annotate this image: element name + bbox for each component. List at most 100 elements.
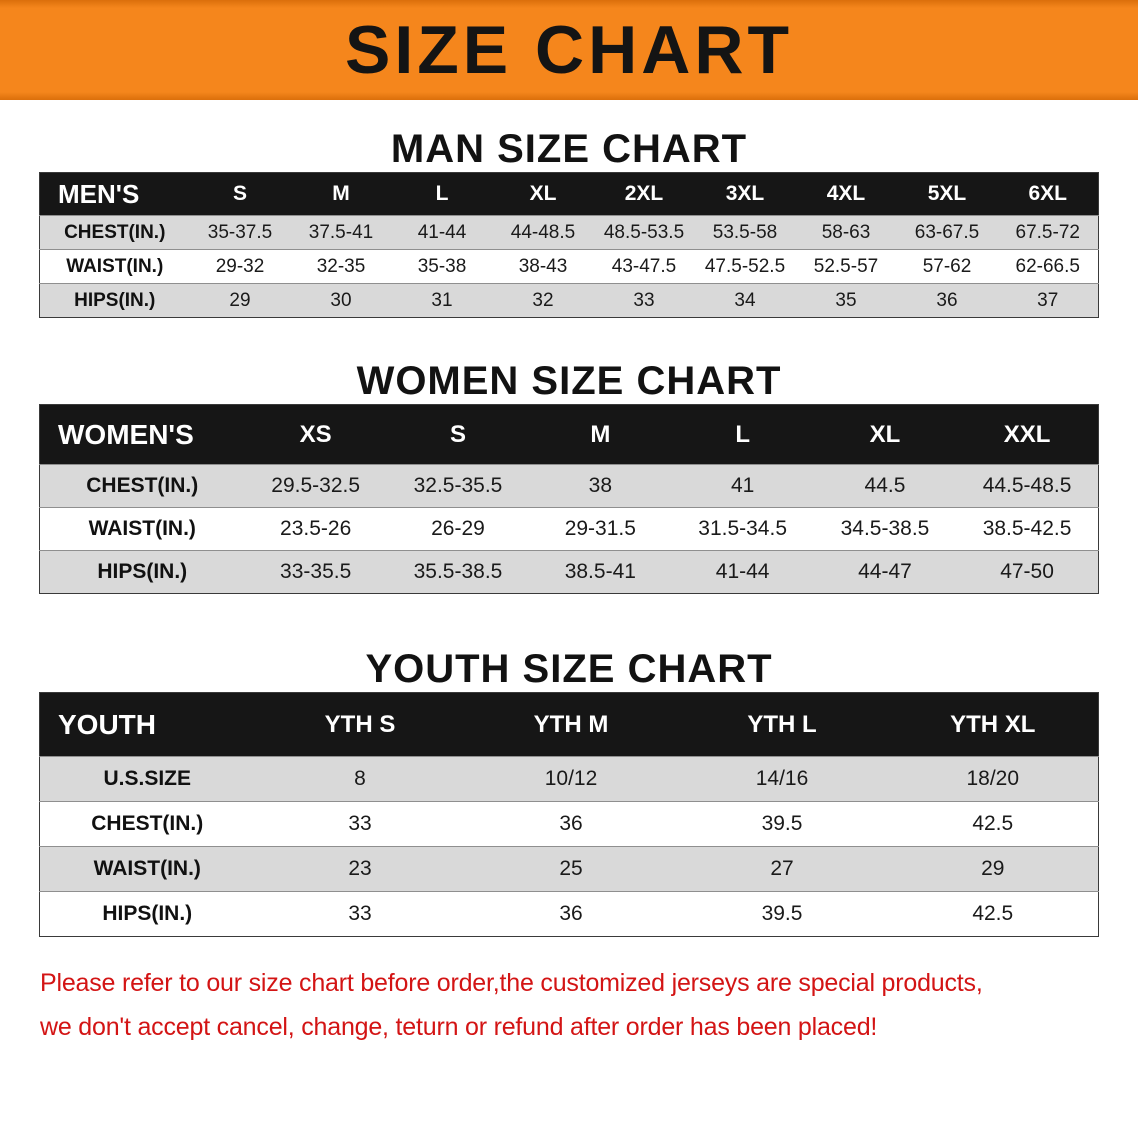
size-header-cell: L	[671, 404, 814, 465]
size-value-cell: 29	[981, 857, 1005, 880]
disclaimer-line-2: we don't accept cancel, change, teturn o…	[40, 1013, 878, 1041]
table-header-row: YOUTH YTH S YTH M YTH L YTH XL	[39, 692, 1099, 757]
size-header-cell: L	[391, 172, 493, 216]
row-label: WAIST(IN.)	[93, 857, 201, 880]
size-value-cell: 31.5-34.5	[698, 517, 788, 540]
size-header-cell: XS	[244, 404, 387, 465]
size-header-cell: YTH L	[676, 692, 888, 757]
size-value-cell: 44-47	[858, 560, 912, 583]
size-value-cell: 39.5	[761, 812, 803, 835]
size-value-cell: 8	[354, 767, 366, 790]
size-value-cell: 52.5-57	[813, 255, 879, 277]
size-value-cell: 62-66.5	[1015, 255, 1080, 277]
table-row: WAIST(IN.) 23 25 27 29	[39, 846, 1099, 892]
size-value-cell: 44-48.5	[510, 221, 576, 243]
size-value-cell: 41-44	[715, 560, 770, 583]
size-value-cell: 36	[936, 289, 958, 311]
size-value-cell: 38.5-41	[564, 560, 636, 583]
size-header-cell: M	[529, 404, 672, 465]
row-label: WAIST(IN.)	[66, 255, 164, 277]
men-section: MAN SIZE CHART MEN'S S M L XL 2XL 3XL 4XL 5XL 6XL…	[0, 126, 1138, 318]
size-value-cell: 14/16	[755, 767, 809, 790]
size-value-cell: 38-43	[518, 255, 568, 277]
table-row: U.S.SIZE 8 10/12 14/16 18/20	[39, 756, 1099, 802]
size-value-cell: 34.5-38.5	[840, 517, 930, 540]
size-header-cell: YTH XL	[887, 692, 1099, 757]
size-value-cell: 27	[770, 857, 794, 880]
size-value-cell: 41-44	[417, 221, 467, 243]
row-label: HIPS(IN.)	[102, 902, 193, 925]
table-header-row: WOMEN'S XS S M L XL XXL	[39, 404, 1099, 465]
size-value-cell: 35-37.5	[207, 221, 273, 243]
size-value-cell: 32-35	[316, 255, 366, 277]
size-value-cell: 10/12	[544, 767, 598, 790]
size-value-cell: 29-31.5	[564, 517, 636, 540]
table-row: WAIST(IN.) 29-32 32-35 35-38 38-43 43-47.5 47.…	[39, 249, 1099, 284]
women-section: WOMEN SIZE CHART WOMEN'S XS S M L XL XXL CHEST(…	[0, 358, 1138, 594]
table-row: HIPS(IN.) 33 36 39.5 42.5	[39, 891, 1099, 937]
size-value-cell: 36	[559, 902, 583, 925]
size-header-cell: XXL	[956, 404, 1099, 465]
size-value-cell: 44.5-48.5	[982, 474, 1072, 497]
size-header-cell: 6XL	[997, 172, 1099, 216]
women-section-heading: WOMEN SIZE CHART	[356, 359, 782, 403]
size-value-cell: 33	[348, 812, 372, 835]
table-title-cell: WOMEN'S	[39, 404, 245, 465]
size-value-cell: 47-50	[1000, 560, 1054, 583]
size-value-cell: 47.5-52.5	[704, 255, 786, 277]
men-size-table: MEN'S S M L XL 2XL 3XL 4XL 5XL 6XL CHEST(IN.) 35-37…	[39, 172, 1099, 318]
size-value-cell: 39.5	[761, 902, 803, 925]
size-value-cell: 42.5	[972, 902, 1014, 925]
youth-section-heading: YOUTH SIZE CHART	[365, 647, 773, 691]
size-header-cell: 2XL	[593, 172, 695, 216]
size-value-cell: 32.5-35.5	[413, 474, 503, 497]
size-value-cell: 48.5-53.5	[603, 221, 685, 243]
size-value-cell: 29	[229, 289, 251, 311]
size-value-cell: 34	[734, 289, 756, 311]
size-value-cell: 31	[431, 289, 453, 311]
size-value-cell: 23.5-26	[280, 517, 352, 540]
size-header-cell: XL	[813, 404, 957, 465]
size-header-cell: S	[189, 172, 291, 216]
size-value-cell: 43-47.5	[611, 255, 677, 277]
row-label: U.S.SIZE	[103, 767, 192, 790]
page-title: SIZE CHART	[345, 12, 793, 88]
size-value-cell: 58-63	[821, 221, 871, 243]
row-label: CHEST(IN.)	[64, 221, 166, 243]
table-header-row: MEN'S S M L XL 2XL 3XL 4XL 5XL 6XL	[39, 172, 1099, 216]
size-value-cell: 57-62	[922, 255, 972, 277]
row-label: WAIST(IN.)	[88, 517, 196, 540]
table-row: CHEST(IN.) 29.5-32.5 32.5-35.5 38 41 44.5 44.5…	[39, 464, 1099, 508]
size-header-cell: 3XL	[694, 172, 796, 216]
size-value-cell: 53.5-58	[712, 221, 778, 243]
size-value-cell: 42.5	[972, 812, 1014, 835]
size-value-cell: 23	[348, 857, 372, 880]
table-row: WAIST(IN.) 23.5-26 26-29 29-31.5 31.5-34.5 34…	[39, 507, 1099, 551]
size-value-cell: 37.5-41	[308, 221, 374, 243]
table-row: HIPS(IN.) 29 30 31 32 33 34 35 36 37	[39, 283, 1099, 318]
women-size-table: WOMEN'S XS S M L XL XXL CHEST(IN.) 29.5-32.5 32.5…	[39, 404, 1099, 594]
size-value-cell: 35.5-38.5	[413, 560, 503, 583]
size-value-cell: 41	[730, 474, 755, 497]
size-header-cell: S	[386, 404, 530, 465]
size-value-cell: 18/20	[966, 767, 1020, 790]
youth-section: YOUTH SIZE CHART YOUTH YTH S YTH M YTH L YTH…	[0, 646, 1138, 937]
size-value-cell: 25	[559, 857, 583, 880]
size-value-cell: 37	[1037, 289, 1059, 311]
size-value-cell: 26-29	[431, 517, 485, 540]
men-section-heading: MAN SIZE CHART	[390, 127, 748, 171]
row-label: HIPS(IN.)	[74, 289, 156, 311]
size-value-cell: 33	[633, 289, 655, 311]
size-value-cell: 63-67.5	[914, 221, 980, 243]
size-value-cell: 38	[588, 474, 612, 497]
size-value-cell: 30	[330, 289, 352, 311]
size-header-cell: XL	[492, 172, 594, 216]
size-value-cell: 35	[835, 289, 857, 311]
size-header-cell: YTH S	[254, 692, 466, 757]
youth-size-table: YOUTH YTH S YTH M YTH L YTH XL U.S.SIZE 8 10/12…	[39, 692, 1099, 937]
title-banner: SIZE CHART	[0, 0, 1138, 100]
size-value-cell: 29.5-32.5	[271, 474, 361, 497]
disclaimer-line-1: Please refer to our size chart before or…	[40, 969, 983, 997]
row-label: CHEST(IN.)	[91, 812, 204, 835]
size-header-cell: 4XL	[795, 172, 897, 216]
